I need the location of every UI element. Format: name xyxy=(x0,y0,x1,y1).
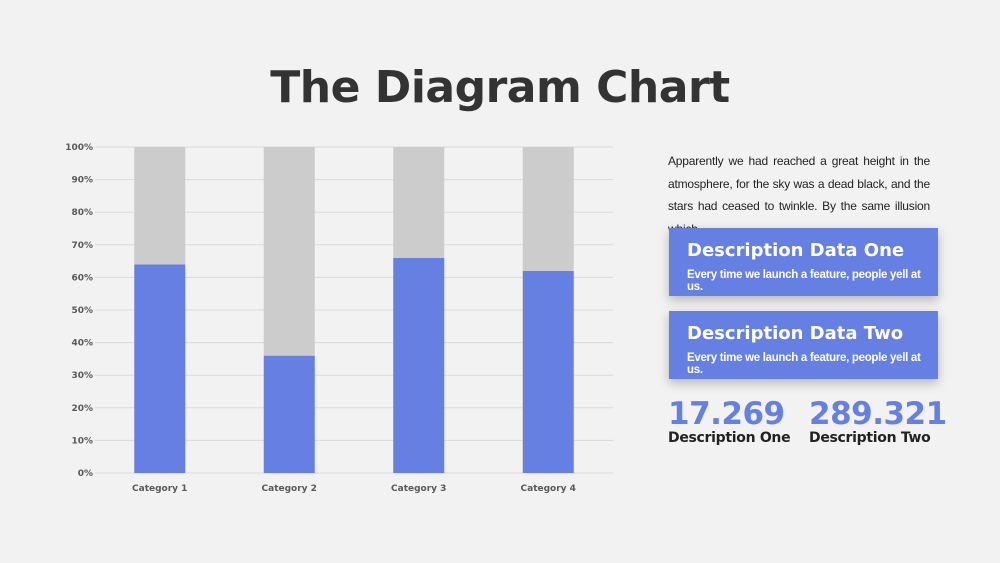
y-tick-label: 30% xyxy=(71,371,93,381)
x-tick-label: Category 2 xyxy=(262,484,317,494)
y-tick-label: 100% xyxy=(65,143,93,153)
page-title: The Diagram Chart xyxy=(270,62,730,113)
card-subtitle: Every time we launch a feature, people y… xyxy=(687,269,921,293)
y-tick-label: 20% xyxy=(71,404,93,414)
y-tick-label: 80% xyxy=(71,208,93,218)
description-paragraph: Apparently we had reached a great height… xyxy=(668,154,930,236)
bar-segment-remainder xyxy=(393,147,445,258)
bar-segment-value xyxy=(522,270,574,473)
y-tick-label: 40% xyxy=(71,339,93,349)
card-title: Description Data Two xyxy=(687,323,904,344)
stat-label: Description One xyxy=(668,430,791,446)
bar-segment-value xyxy=(393,257,445,473)
bar-segment-remainder xyxy=(263,147,315,356)
card-title: Description Data One xyxy=(687,240,905,261)
y-tick-label: 50% xyxy=(71,306,93,316)
stat-value: 17.269 xyxy=(668,396,785,432)
stacked-bar-chart: 0% 10% 20% 30% 40% 50% 60% 70% 80% 90% 100% Categor… xyxy=(65,143,613,494)
x-tick-label: Category 3 xyxy=(391,484,446,494)
description-card-one: Description Data One Every time we launc… xyxy=(669,228,938,296)
y-tick-label: 90% xyxy=(71,176,93,186)
bar-segment-remainder xyxy=(522,147,574,271)
y-tick-label: 0% xyxy=(78,469,93,479)
stat-two: 289.321 Description Two xyxy=(809,396,947,446)
y-tick-label: 60% xyxy=(71,273,93,283)
x-tick-label: Category 1 xyxy=(132,484,187,494)
card-subtitle: Every time we launch a feature, people y… xyxy=(687,352,921,376)
stat-value: 289.321 xyxy=(809,396,947,432)
stat-one: 17.269 Description One xyxy=(668,396,791,446)
bar-segment-value xyxy=(263,355,315,473)
y-tick-label: 70% xyxy=(71,241,93,251)
description-card-two: Description Data Two Every time we launc… xyxy=(669,311,938,379)
bar-segment-value xyxy=(134,264,186,473)
bar-segment-remainder xyxy=(134,147,186,265)
stat-label: Description Two xyxy=(809,430,931,446)
y-tick-label: 10% xyxy=(71,436,93,446)
x-tick-label: Category 4 xyxy=(521,484,576,494)
